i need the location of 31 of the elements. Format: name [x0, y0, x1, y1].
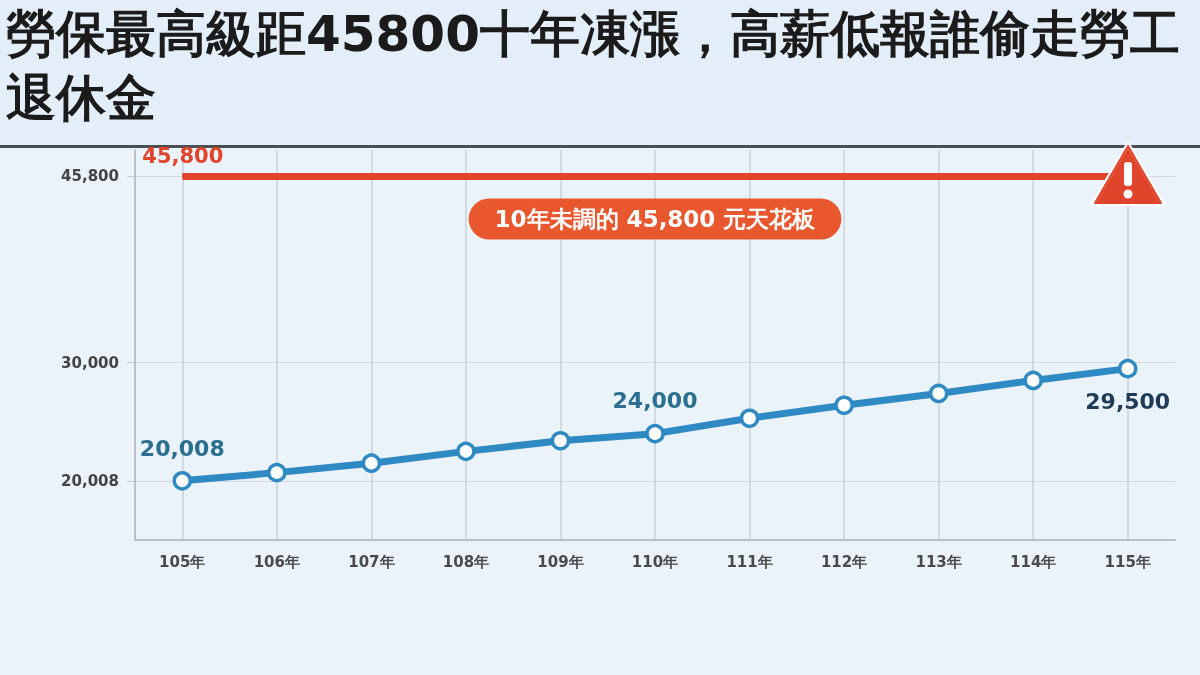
x-tick-label: 106年	[253, 552, 300, 571]
point	[1117, 358, 1138, 379]
point	[267, 462, 287, 483]
chart-title: 勞保最高級距45800十年凍漲，高薪低報誰偷走勞工退休金	[6, 4, 1181, 129]
point	[456, 441, 476, 462]
point	[739, 408, 760, 429]
x-tick-label: 109年	[537, 552, 584, 571]
x-tick-label: 110年	[631, 552, 679, 571]
ref-line-label: 45,800	[142, 143, 224, 168]
y-tick-label: 30,000	[61, 353, 119, 372]
x-tick-label: 111年	[726, 552, 773, 571]
x-tick-label: 113年	[915, 552, 962, 571]
point	[1023, 370, 1043, 391]
x-tick-label: 107年	[348, 552, 395, 571]
x-tick-label: 105年	[159, 552, 206, 571]
x-tick-label: 108年	[442, 552, 490, 571]
point	[834, 395, 854, 416]
x-tick-label: 115年	[1104, 552, 1151, 571]
data-label: 24,000	[612, 388, 698, 414]
data-label: 29,500	[1085, 388, 1171, 414]
y-tick-label: 45,800	[61, 167, 119, 185]
point	[361, 453, 382, 473]
y-tick-label: 20,008	[61, 471, 119, 490]
point	[172, 471, 193, 491]
point	[550, 430, 571, 451]
annotation: 10年未調的 45,800 元天花板	[494, 206, 817, 232]
point	[645, 423, 665, 444]
x-tick-label: 112年	[820, 552, 868, 571]
data-label: 20,008	[139, 435, 225, 461]
x-tick-label: 114年	[1010, 552, 1057, 571]
point	[928, 383, 949, 404]
